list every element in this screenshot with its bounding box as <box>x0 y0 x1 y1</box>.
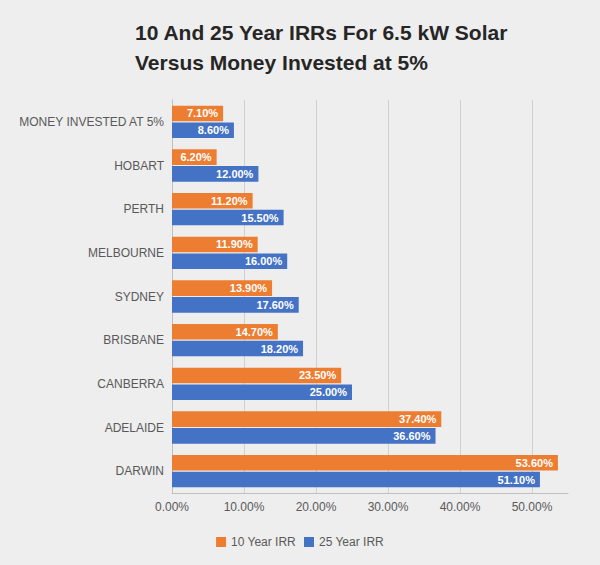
svg-text:MELBOURNE: MELBOURNE <box>88 246 164 260</box>
svg-text:ADELAIDE: ADELAIDE <box>105 421 164 435</box>
svg-text:53.60%: 53.60% <box>516 457 554 469</box>
svg-text:Versus Money Invested at 5%: Versus Money Invested at 5% <box>135 51 428 74</box>
svg-text:51.10%: 51.10% <box>498 474 536 486</box>
svg-text:10.00%: 10.00% <box>224 500 265 514</box>
svg-text:14.70%: 14.70% <box>236 326 274 338</box>
svg-text:BRISBANE: BRISBANE <box>103 333 164 347</box>
svg-text:10 Year IRR: 10 Year IRR <box>231 535 296 549</box>
svg-text:25.00%: 25.00% <box>310 386 348 398</box>
svg-text:11.90%: 11.90% <box>216 238 253 250</box>
svg-text:18.20%: 18.20% <box>261 343 299 355</box>
svg-text:30.00%: 30.00% <box>368 500 409 514</box>
svg-text:0.00%: 0.00% <box>155 500 189 514</box>
svg-text:17.60%: 17.60% <box>256 299 294 311</box>
svg-text:SYDNEY: SYDNEY <box>115 290 164 304</box>
svg-text:40.00%: 40.00% <box>440 500 481 514</box>
svg-text:37.40%: 37.40% <box>399 413 437 425</box>
svg-text:16.00%: 16.00% <box>245 255 283 267</box>
svg-text:7.10%: 7.10% <box>187 107 218 119</box>
svg-text:CANBERRA: CANBERRA <box>97 377 164 391</box>
svg-text:13.90%: 13.90% <box>230 282 268 294</box>
svg-text:25 Year IRR: 25 Year IRR <box>319 535 384 549</box>
svg-text:HOBART: HOBART <box>114 159 164 173</box>
svg-text:50.00%: 50.00% <box>512 500 553 514</box>
svg-text:MONEY INVESTED AT 5%: MONEY INVESTED AT 5% <box>19 115 164 129</box>
svg-text:20.00%: 20.00% <box>296 500 337 514</box>
svg-text:10 And 25 Year IRRs For 6.5 kW: 10 And 25 Year IRRs For 6.5 kW Solar <box>135 21 507 44</box>
svg-text:DARWIN: DARWIN <box>116 464 164 478</box>
svg-text:12.00%: 12.00% <box>216 168 254 180</box>
svg-text:36.60%: 36.60% <box>393 430 431 442</box>
svg-text:6.20%: 6.20% <box>180 151 211 163</box>
svg-text:15.50%: 15.50% <box>241 212 279 224</box>
svg-text:11.20%: 11.20% <box>211 195 248 207</box>
svg-text:8.60%: 8.60% <box>198 124 229 136</box>
svg-text:PERTH: PERTH <box>124 202 164 216</box>
svg-text:23.50%: 23.50% <box>299 369 337 381</box>
